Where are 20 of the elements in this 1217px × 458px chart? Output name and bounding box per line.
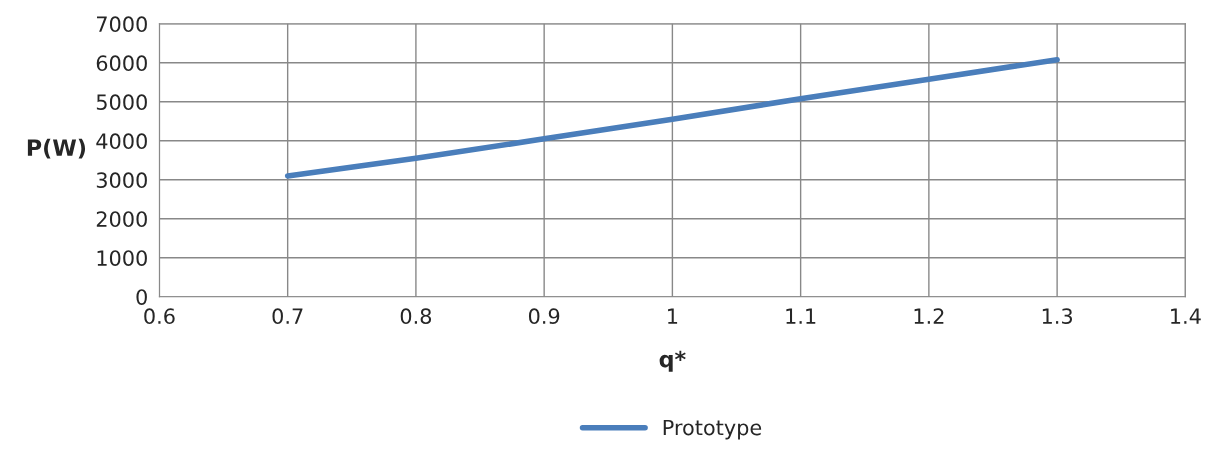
x-tick-label: 0.6 xyxy=(144,308,175,325)
y-axis-title: P(W) xyxy=(27,138,86,159)
x-tick-label: 1.1 xyxy=(786,308,816,324)
y-tick-label: 5000 xyxy=(96,94,147,111)
x-tick-label: 0.8 xyxy=(400,308,432,325)
x-tick-label: 1.4 xyxy=(1171,308,1201,324)
x-axis-title: q* xyxy=(659,350,686,372)
x-tick-label: 1 xyxy=(668,308,678,324)
y-tick-label: 2000 xyxy=(96,211,147,227)
y-tick-label: 4000 xyxy=(96,133,147,150)
legend-label: Prototype xyxy=(663,419,762,440)
x-tick-label: 0.7 xyxy=(272,308,303,325)
y-tick-label: 7000 xyxy=(97,16,147,33)
y-tick-label: 3000 xyxy=(96,172,147,189)
x-tick-label: 1.3 xyxy=(1042,308,1073,325)
y-tick-label: 0 xyxy=(136,289,147,305)
y-tick-label: 1000 xyxy=(97,250,147,266)
y-tick-label: 6000 xyxy=(96,55,147,72)
x-tick-label: 1.2 xyxy=(914,308,944,324)
x-tick-label: 0.9 xyxy=(528,308,560,325)
